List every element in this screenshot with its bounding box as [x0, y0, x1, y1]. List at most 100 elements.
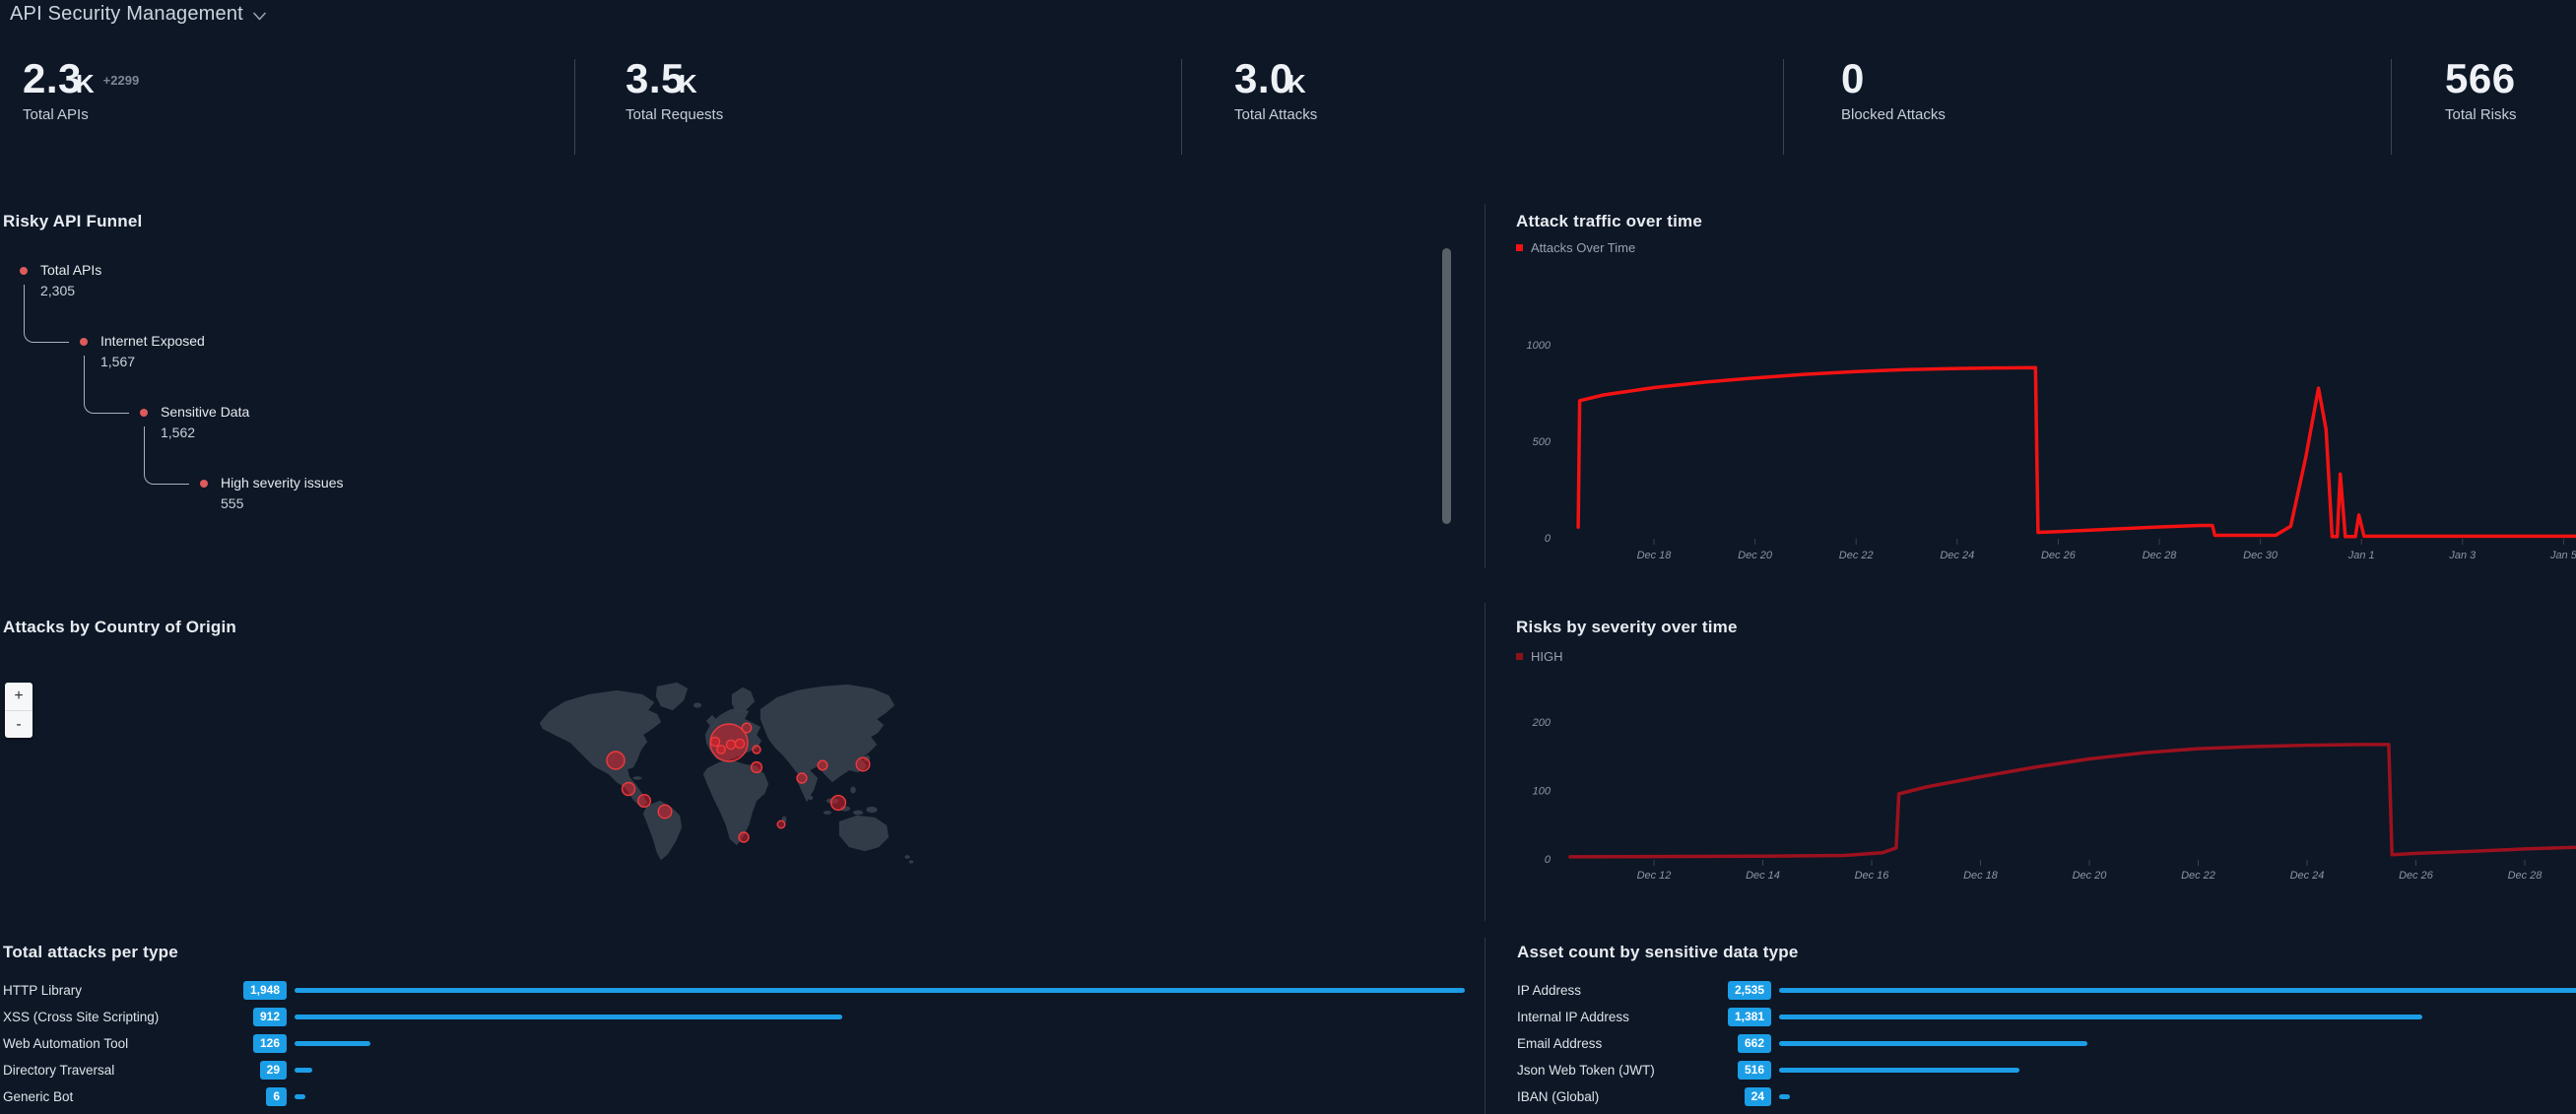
panel-divider: [1485, 938, 1486, 1114]
chevron-down-icon[interactable]: [253, 12, 266, 21]
attack-origin-bubble[interactable]: [606, 751, 626, 770]
kpi-value: 0: [1841, 55, 1865, 101]
bar-row[interactable]: Web Automation Tool 126: [3, 1030, 1461, 1057]
svg-text:Dec 26: Dec 26: [2041, 550, 2077, 561]
bar-value-badge: 1,948: [242, 981, 287, 1000]
attack-origin-bubble[interactable]: [829, 794, 847, 812]
svg-text:Dec 28: Dec 28: [2143, 550, 2178, 561]
bar-row-label: XSS (Cross Site Scripting): [3, 1010, 160, 1024]
bar-row[interactable]: Directory Traversal 29: [3, 1057, 1461, 1083]
svg-text:Dec 26: Dec 26: [2399, 870, 2434, 882]
attack-origin-bubble[interactable]: [776, 819, 786, 829]
bar-row[interactable]: IP Address 2,535: [1517, 977, 2576, 1004]
svg-text:Dec 18: Dec 18: [1963, 870, 1999, 882]
map-continents: [539, 682, 914, 864]
bar-track: [295, 1083, 1461, 1110]
svg-text:Dec 30: Dec 30: [2243, 550, 2279, 561]
svg-text:Dec 28: Dec 28: [2508, 870, 2543, 882]
bar-row[interactable]: IBAN (Global) 24: [1517, 1083, 2576, 1110]
funnel-step-label: Sensitive Data: [161, 404, 250, 420]
funnel-step-label: Total APIs: [40, 262, 102, 278]
bar-track: [1779, 977, 2576, 1004]
bar-fill: [1779, 988, 2576, 993]
bar-row-label: Internal IP Address: [1517, 1010, 1629, 1024]
bar-row[interactable]: HTTP Library 1,948: [3, 977, 1466, 1004]
svg-text:Dec 22: Dec 22: [1839, 550, 1874, 561]
attack-origin-bubble[interactable]: [817, 759, 828, 771]
attack-origin-bubble[interactable]: [752, 745, 761, 754]
bar-track: [1779, 1030, 2576, 1057]
svg-text:1000: 1000: [1527, 340, 1552, 352]
svg-text:0: 0: [1545, 533, 1552, 545]
map-zoom-out-button[interactable]: -: [5, 710, 33, 738]
attack-origin-bubble[interactable]: [855, 756, 871, 772]
svg-text:Dec 24: Dec 24: [2290, 870, 2325, 882]
funnel-step-label: Internet Exposed: [100, 333, 205, 349]
funnel-step-dot: [20, 267, 28, 275]
chart-line: [1568, 743, 2576, 859]
attack-origin-bubble[interactable]: [657, 804, 673, 819]
panel-divider: [1485, 603, 1486, 921]
legend-marker-icon: [1516, 653, 1523, 660]
svg-text:100: 100: [1533, 786, 1552, 798]
svg-text:Dec 24: Dec 24: [1940, 550, 1974, 561]
bar-track: [1779, 1004, 2576, 1030]
kpi-label: Total Risks: [2445, 106, 2517, 123]
kpi-suffix: K: [75, 69, 95, 98]
bar-track: [1779, 1083, 2576, 1110]
attack-origin-bubble[interactable]: [738, 831, 750, 843]
attack-origin-bubble[interactable]: [741, 722, 753, 734]
funnel-step-dot: [80, 338, 88, 346]
kpi-suffix: K: [1287, 69, 1306, 98]
attack-origin-bubble[interactable]: [716, 745, 726, 754]
map-zoom-in-button[interactable]: +: [5, 683, 33, 710]
legend-marker-icon: [1516, 244, 1523, 251]
risky-api-funnel: Total APIs 2,305 Internet Exposed 1,567 Sens…: [0, 204, 1438, 568]
bar-track: [1779, 1057, 2576, 1083]
attack-origin-bubble[interactable]: [709, 736, 721, 748]
kpi-card: 3.0K Total Attacks: [1234, 55, 1766, 123]
attack-origin-bubble[interactable]: [621, 781, 636, 797]
kpi-card: 2.3K +2299 Total APIs: [23, 55, 555, 123]
attack-traffic-legend[interactable]: Attacks Over Time: [1516, 240, 1635, 255]
bar-value-badge: 6: [266, 1087, 287, 1106]
attack-origin-bubble[interactable]: [725, 739, 737, 751]
bar-row-label: IP Address: [1517, 983, 1582, 998]
bar-row[interactable]: Email Address 662: [1517, 1030, 2576, 1057]
attack-origin-bubble[interactable]: [734, 738, 746, 750]
attack-types-bar-list: HTTP Library 1,948 XSS (Cross Site Scrip…: [3, 977, 1466, 1110]
dashboard-title-dropdown[interactable]: API Security Management: [10, 3, 266, 26]
kpi-label: Total Requests: [626, 106, 724, 123]
svg-text:Dec 20: Dec 20: [2073, 870, 2108, 882]
bar-row[interactable]: Generic Bot 6: [3, 1083, 1461, 1110]
world-map[interactable]: [532, 672, 946, 869]
attack-origin-bubble[interactable]: [636, 793, 651, 808]
asset-types-title: Asset count by sensitive data type: [1517, 943, 1799, 961]
attack-origin-bubble[interactable]: [796, 772, 808, 784]
svg-text:Dec 18: Dec 18: [1637, 550, 1673, 561]
bar-row[interactable]: XSS (Cross Site Scripting) 912: [3, 1004, 1461, 1030]
bar-fill: [295, 1041, 370, 1046]
bar-row[interactable]: Internal IP Address 1,381: [1517, 1004, 2576, 1030]
risk-severity-legend[interactable]: HIGH: [1516, 649, 1563, 664]
bar-track: [295, 1057, 1461, 1083]
bar-value-badge: 662: [1737, 1034, 1771, 1053]
bar-row-label: Web Automation Tool: [3, 1036, 129, 1051]
risk-severity-title: Risks by severity over time: [1516, 618, 1738, 636]
bar-value-badge: 912: [252, 1008, 287, 1026]
kpi-value: 3.0: [1234, 55, 1293, 101]
kpi-label: Blocked Attacks: [1841, 106, 1946, 123]
kpi-divider: [574, 59, 575, 155]
funnel-connector: [144, 426, 189, 485]
bar-track: [295, 1004, 1461, 1030]
bar-row-label: Json Web Token (JWT): [1517, 1063, 1655, 1078]
attack-origin-bubble[interactable]: [750, 760, 763, 774]
kpi-value: 3.5: [626, 55, 685, 101]
funnel-step-dot: [200, 480, 208, 488]
bar-value-badge: 24: [1744, 1087, 1771, 1106]
bar-value-badge: 29: [259, 1061, 287, 1080]
funnel-scrollbar[interactable]: [1442, 248, 1451, 524]
bar-value-badge: 1,381: [1727, 1008, 1771, 1026]
bar-row[interactable]: Json Web Token (JWT) 516: [1517, 1057, 2576, 1083]
legend-label: HIGH: [1531, 649, 1563, 664]
